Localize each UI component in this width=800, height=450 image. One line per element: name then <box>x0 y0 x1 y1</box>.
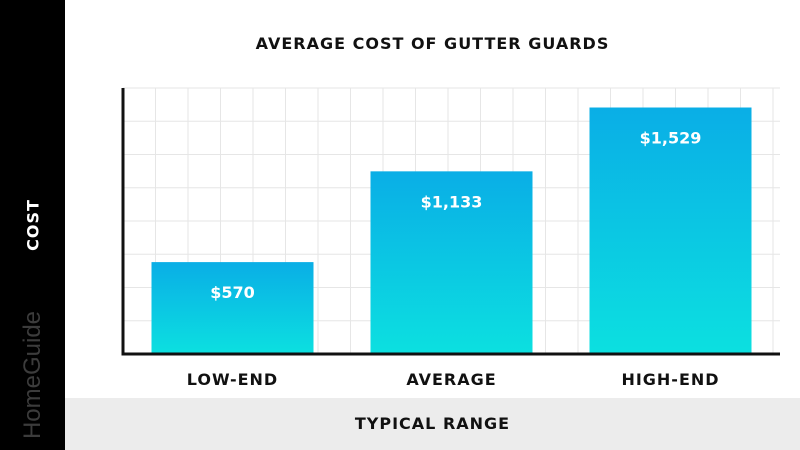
x-tick-label: LOW-END <box>187 370 278 389</box>
x-tick-label: HIGH-END <box>621 370 719 389</box>
bar-low-end <box>151 262 314 354</box>
chart-title: AVERAGE COST OF GUTTER GUARDS <box>255 34 610 53</box>
labels: $570 LOW-END $1,133 AVERAGE $1,529 HIGH-END <box>187 129 719 389</box>
footer-band: TYPICAL RANGE <box>65 398 800 450</box>
data-label: $1,133 <box>421 192 483 211</box>
x-tick-label: AVERAGE <box>406 370 496 389</box>
sidebar: COST HomeGuide <box>0 0 65 450</box>
data-label: $1,529 <box>640 129 702 148</box>
bar-high-end <box>589 107 752 354</box>
axes <box>121 88 780 356</box>
x-axis-label: TYPICAL RANGE <box>354 414 511 433</box>
bars <box>151 107 752 354</box>
data-label: $570 <box>210 283 255 302</box>
bar-average <box>370 171 533 354</box>
